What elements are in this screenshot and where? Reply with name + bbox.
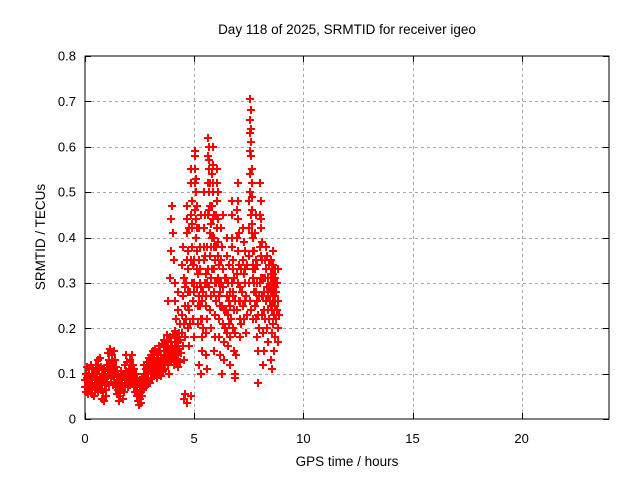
y-tick-label: 0.2 bbox=[58, 321, 76, 336]
x-tick-label: 10 bbox=[296, 431, 310, 446]
plot-border bbox=[84, 55, 610, 420]
y-tick-label: 0.7 bbox=[58, 94, 76, 109]
y-tick-label: 0.1 bbox=[58, 366, 76, 381]
chart-title: Day 118 of 2025, SRMTID for receiver ige… bbox=[218, 22, 476, 37]
x-axis-label: GPS time / hours bbox=[296, 454, 399, 469]
data-points bbox=[81, 95, 283, 409]
y-tick-label: 0.3 bbox=[58, 275, 76, 290]
x-tick-label: 5 bbox=[191, 431, 198, 446]
y-axis-label: SRMTID / TECUs bbox=[33, 184, 48, 291]
y-tick-label: 0.5 bbox=[58, 185, 76, 200]
tick-labels: 0 5 10 15 20 0 0.1 0.2 0.3 0.4 0.5 0.6 0.7 0.8 bbox=[58, 49, 529, 447]
y-tick-label: 0.4 bbox=[58, 230, 76, 245]
y-tick-label: 0.8 bbox=[58, 49, 76, 64]
x-tick-label: 0 bbox=[81, 431, 88, 446]
x-tick-label: 20 bbox=[514, 431, 528, 446]
y-tick-label: 0 bbox=[69, 412, 76, 427]
y-tick-label: 0.6 bbox=[58, 139, 76, 154]
x-tick-label: 15 bbox=[405, 431, 419, 446]
